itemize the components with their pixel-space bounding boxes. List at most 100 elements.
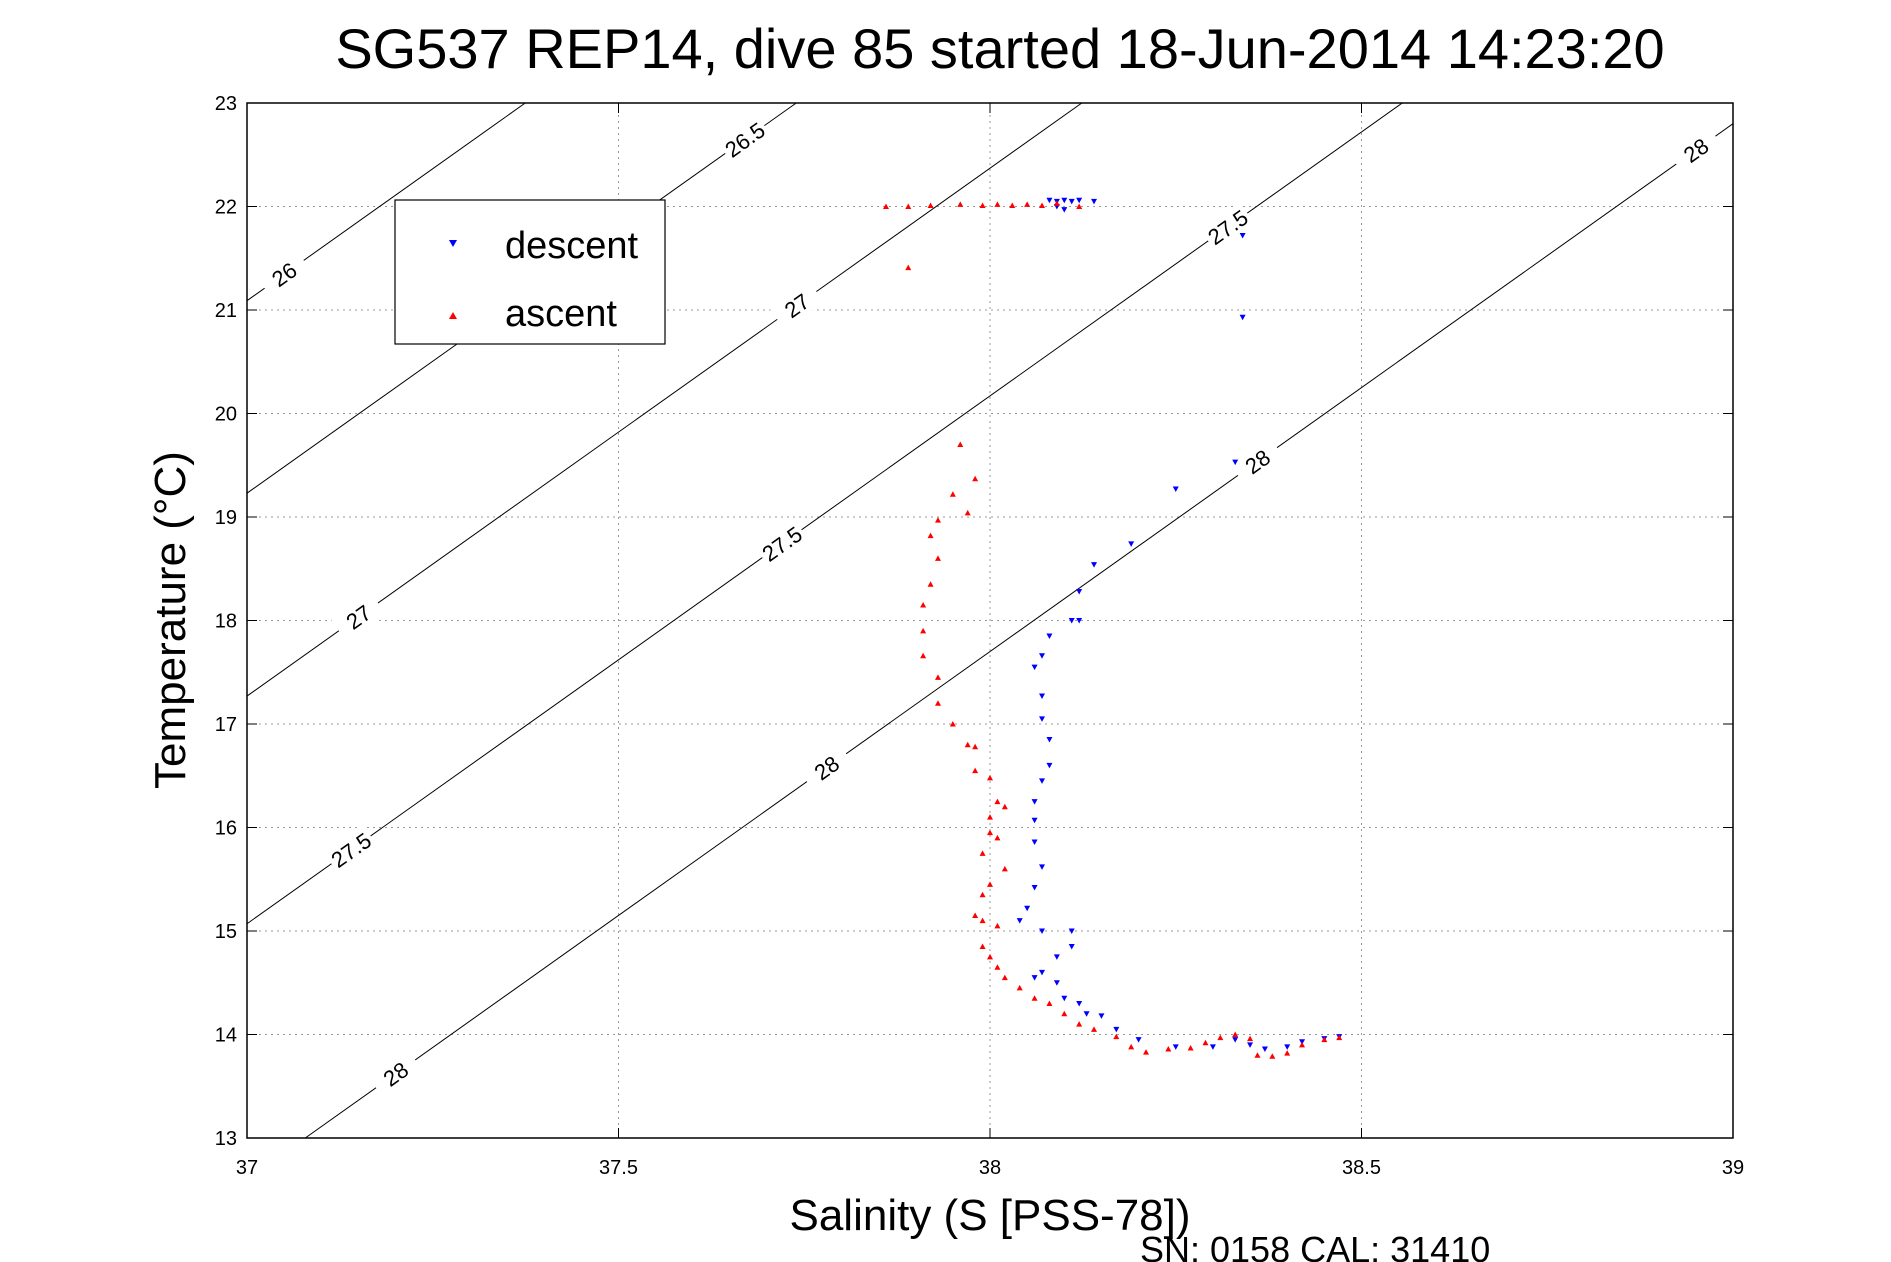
- isopycnal-label-bg: [368, 1049, 423, 1099]
- isopycnal-label-bg: [799, 743, 854, 793]
- y-tick-label: 14: [215, 1025, 237, 1047]
- point-ascent: [1053, 200, 1060, 206]
- point-ascent: [927, 532, 934, 539]
- y-tick-label: 17: [215, 714, 237, 736]
- point-descent: [1061, 207, 1068, 213]
- isopycnal-label-bg: [323, 825, 379, 875]
- x-tick-label: 37.5: [599, 1157, 638, 1179]
- point-descent: [1261, 1046, 1268, 1052]
- point-descent: [1113, 1026, 1120, 1033]
- footer-serial-cal: SN: 0158 CAL: 31410: [1140, 1229, 1490, 1262]
- point-ascent: [927, 581, 934, 587]
- point-ascent: [934, 674, 941, 680]
- data-points: [882, 197, 1343, 1059]
- point-ascent: [882, 203, 889, 209]
- point-ascent: [987, 814, 993, 820]
- point-ascent: [972, 475, 979, 482]
- isopycnal-label-bg: [769, 280, 824, 330]
- point-descent: [1039, 653, 1046, 659]
- point-ascent: [957, 201, 964, 207]
- point-ascent: [979, 891, 986, 898]
- point-ascent: [1232, 1031, 1239, 1037]
- point-ascent: [994, 964, 1001, 970]
- point-ascent: [1046, 1000, 1053, 1006]
- point-ascent: [972, 743, 979, 750]
- point-ascent: [1001, 974, 1008, 981]
- point-ascent: [920, 601, 927, 608]
- y-tick-label: 18: [215, 611, 237, 633]
- y-tick-label: 16: [215, 818, 237, 840]
- point-ascent: [1061, 1010, 1068, 1017]
- point-descent: [1068, 618, 1075, 624]
- point-ascent: [927, 202, 934, 208]
- point-descent: [1031, 799, 1038, 805]
- point-descent: [1024, 905, 1031, 912]
- point-descent: [1098, 1013, 1105, 1019]
- point-ascent: [934, 700, 941, 706]
- point-ascent: [994, 922, 1001, 929]
- point-descent: [1076, 589, 1083, 595]
- point-descent: [1039, 716, 1046, 722]
- point-descent: [1172, 1044, 1179, 1050]
- point-descent: [1046, 633, 1053, 640]
- point-ascent: [1128, 1043, 1135, 1050]
- point-ascent: [979, 850, 986, 856]
- point-ascent: [1039, 202, 1046, 208]
- point-ascent: [987, 953, 993, 960]
- point-ascent: [964, 509, 971, 516]
- point-ascent: [1321, 1036, 1328, 1043]
- isopycnal-label-bg: [257, 249, 312, 299]
- point-ascent: [1217, 1034, 1224, 1041]
- point-ascent: [1143, 1049, 1150, 1055]
- legend-label-descent: descent: [505, 225, 639, 267]
- x-axis-label: Salinity (S [PSS-78]): [789, 1191, 1190, 1240]
- x-tick-label: 38.5: [1342, 1157, 1381, 1179]
- point-descent: [1053, 980, 1060, 986]
- point-ascent: [987, 881, 993, 887]
- point-ascent: [905, 203, 912, 209]
- point-ascent: [1076, 1021, 1083, 1027]
- point-ascent: [979, 943, 986, 950]
- point-descent: [1135, 1037, 1142, 1043]
- point-descent: [1031, 817, 1038, 824]
- point-ascent: [1091, 1026, 1098, 1032]
- point-descent: [1239, 314, 1246, 321]
- point-ascent: [1299, 1041, 1306, 1048]
- point-ascent: [1336, 1034, 1343, 1041]
- point-descent: [1284, 1044, 1291, 1050]
- point-descent: [1076, 1000, 1083, 1007]
- point-descent: [1061, 197, 1068, 204]
- point-descent: [1232, 1037, 1239, 1043]
- point-ascent: [1113, 1033, 1120, 1040]
- x-tick-label: 39: [1722, 1157, 1744, 1179]
- isopycnal-line: [304, 123, 1734, 1139]
- chart-title: SG537 REP14, dive 85 started 18-Jun-2014…: [335, 17, 1664, 80]
- point-ascent: [964, 741, 971, 748]
- point-descent: [1076, 197, 1083, 204]
- y-tick-label: 13: [215, 1128, 237, 1150]
- point-ascent: [972, 912, 979, 918]
- point-ascent: [920, 652, 927, 659]
- x-tick-label: 37: [236, 1157, 258, 1179]
- point-descent: [1046, 737, 1053, 743]
- point-descent: [1172, 486, 1179, 493]
- point-ascent: [987, 829, 993, 836]
- point-descent: [1046, 762, 1053, 769]
- point-ascent: [979, 202, 986, 208]
- point-descent: [1068, 944, 1075, 950]
- point-ascent: [1165, 1045, 1172, 1052]
- point-ascent: [949, 491, 956, 497]
- point-descent: [1016, 918, 1023, 924]
- point-descent: [1053, 954, 1060, 960]
- point-descent: [1247, 1042, 1254, 1048]
- point-ascent: [1001, 803, 1008, 810]
- point-ascent: [949, 721, 956, 727]
- isopycnal-label-bg: [331, 592, 386, 642]
- y-tick-label: 22: [215, 197, 237, 219]
- point-descent: [1232, 459, 1239, 466]
- point-descent: [1083, 1011, 1090, 1017]
- point-descent: [1061, 995, 1068, 1002]
- y-tick-label: 15: [215, 921, 237, 943]
- point-descent: [1209, 1044, 1216, 1050]
- point-ascent: [987, 774, 993, 781]
